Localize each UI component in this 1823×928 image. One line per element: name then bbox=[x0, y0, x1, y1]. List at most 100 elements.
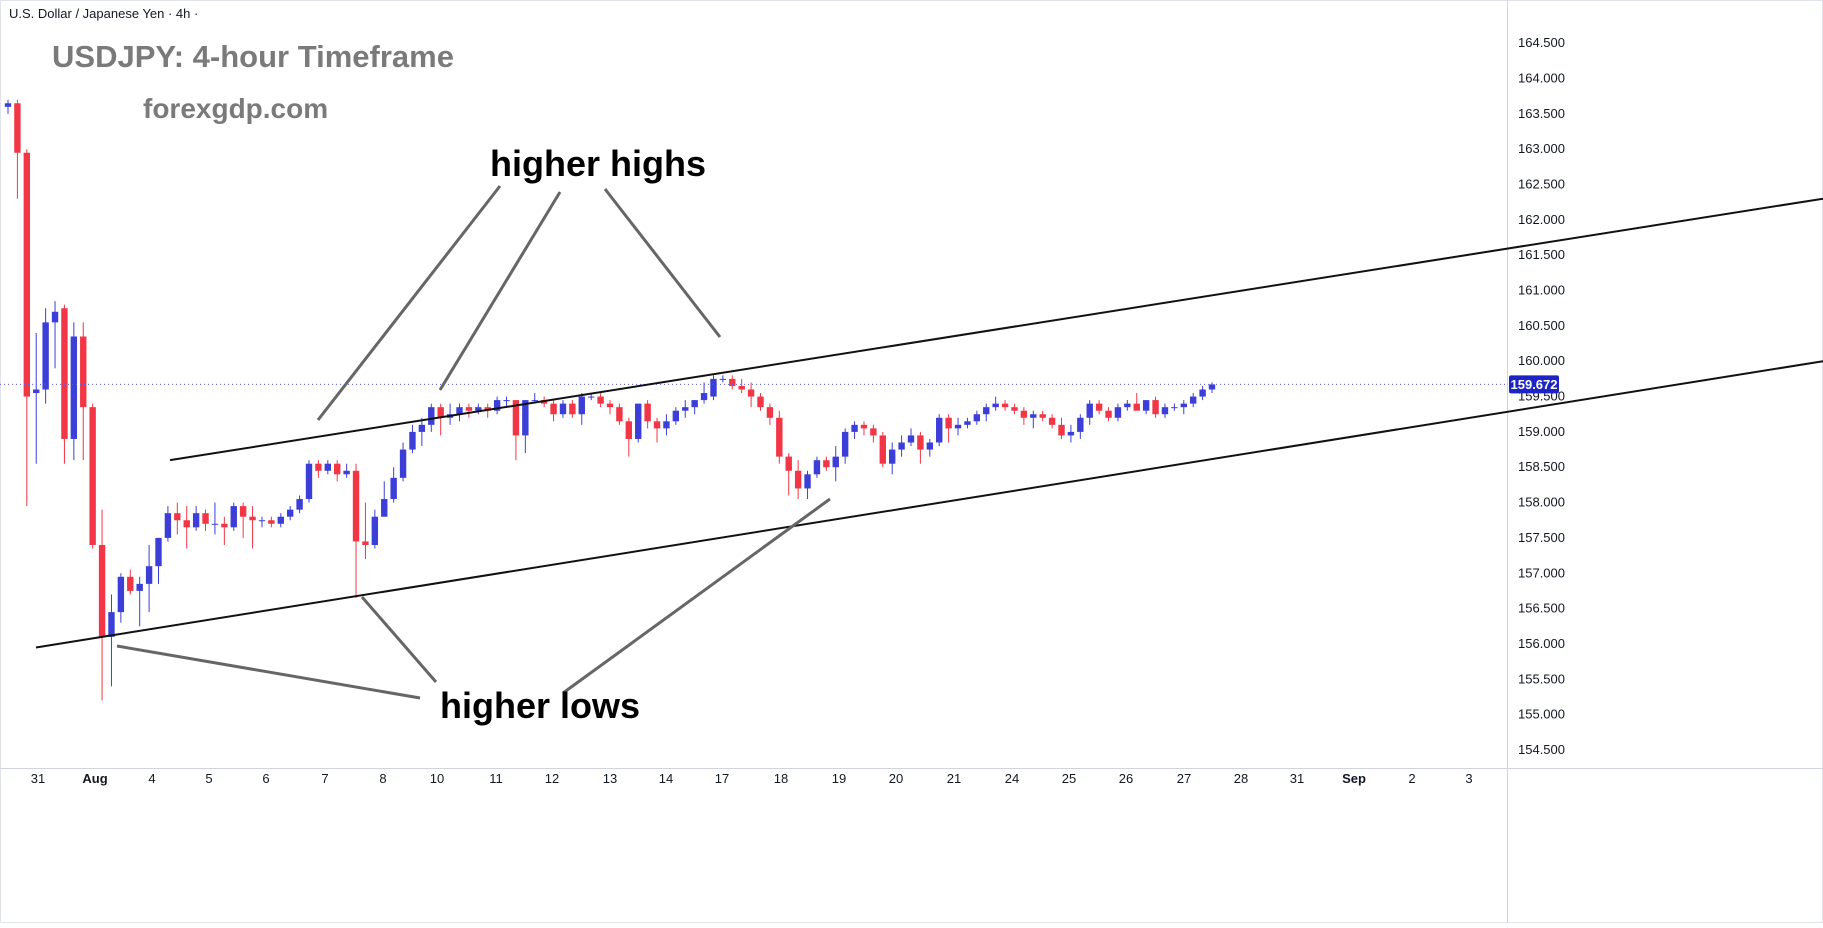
candle[interactable] bbox=[954, 417, 962, 436]
candle[interactable] bbox=[296, 495, 303, 514]
candle[interactable] bbox=[1161, 403, 1169, 418]
candle[interactable] bbox=[973, 410, 981, 425]
candle[interactable] bbox=[1067, 424, 1075, 443]
candle[interactable] bbox=[870, 424, 877, 443]
candle[interactable] bbox=[1171, 403, 1178, 411]
candle[interactable] bbox=[136, 576, 143, 627]
candle[interactable] bbox=[456, 403, 463, 422]
candle[interactable] bbox=[202, 509, 209, 531]
candle[interactable] bbox=[559, 400, 567, 418]
upper-channel-line[interactable] bbox=[169, 197, 1823, 462]
lower-channel-line[interactable] bbox=[35, 360, 1823, 649]
candle[interactable] bbox=[898, 435, 905, 457]
candle[interactable] bbox=[211, 502, 219, 535]
candle[interactable] bbox=[860, 421, 868, 436]
candle[interactable] bbox=[1124, 400, 1131, 411]
candle[interactable] bbox=[305, 460, 313, 503]
time-axis[interactable]: 31 Aug 4 5 6 7 8 10 11 12 13 14 17 18 19 20 21 24 25 26 27 28… bbox=[31, 771, 1473, 786]
candle[interactable] bbox=[42, 308, 49, 404]
candle[interactable] bbox=[475, 403, 482, 415]
candle[interactable] bbox=[1020, 407, 1028, 425]
candle[interactable] bbox=[399, 442, 407, 482]
candle[interactable] bbox=[1133, 393, 1140, 411]
price-axis[interactable]: 164.500 164.000 163.500 163.000 162.500 162.0… bbox=[1518, 35, 1565, 757]
candle[interactable] bbox=[343, 463, 350, 478]
candle[interactable] bbox=[672, 407, 680, 425]
candle[interactable] bbox=[569, 400, 576, 418]
candle[interactable] bbox=[766, 403, 774, 425]
candle[interactable] bbox=[663, 414, 670, 436]
candle[interactable] bbox=[33, 332, 40, 464]
candle[interactable] bbox=[917, 431, 924, 464]
candle[interactable] bbox=[841, 428, 849, 464]
candle[interactable] bbox=[51, 301, 59, 369]
candle[interactable] bbox=[729, 375, 736, 390]
candle[interactable] bbox=[381, 481, 388, 517]
candle[interactable] bbox=[98, 509, 106, 701]
candle[interactable] bbox=[108, 594, 115, 687]
candle[interactable] bbox=[437, 403, 444, 436]
candle[interactable] bbox=[1142, 400, 1150, 415]
candle[interactable] bbox=[1086, 400, 1093, 425]
candle[interactable] bbox=[832, 446, 839, 482]
candle[interactable] bbox=[747, 382, 755, 408]
candle[interactable] bbox=[888, 442, 896, 475]
candle[interactable] bbox=[597, 393, 604, 408]
candle[interactable] bbox=[493, 396, 501, 415]
candle[interactable] bbox=[1105, 407, 1112, 422]
candle[interactable] bbox=[936, 414, 943, 447]
candle[interactable] bbox=[1189, 393, 1197, 408]
candle[interactable] bbox=[249, 506, 256, 549]
candle[interactable] bbox=[785, 453, 792, 496]
candle[interactable] bbox=[700, 382, 708, 404]
candle[interactable] bbox=[1077, 414, 1084, 439]
candle[interactable] bbox=[512, 400, 520, 461]
candle[interactable] bbox=[428, 403, 435, 432]
candle[interactable] bbox=[1114, 403, 1122, 422]
candle[interactable] bbox=[522, 400, 529, 454]
candle[interactable] bbox=[926, 438, 934, 457]
candle[interactable] bbox=[710, 375, 717, 401]
candle[interactable] bbox=[258, 516, 266, 528]
candle[interactable] bbox=[945, 414, 952, 443]
candle[interactable] bbox=[192, 506, 200, 531]
candle[interactable] bbox=[239, 502, 247, 538]
candle[interactable] bbox=[625, 417, 633, 457]
candle[interactable] bbox=[23, 149, 31, 507]
candle[interactable] bbox=[804, 470, 811, 500]
candle[interactable] bbox=[164, 506, 172, 542]
candle[interactable] bbox=[719, 375, 727, 383]
candle[interactable] bbox=[682, 400, 689, 418]
candle[interactable] bbox=[155, 537, 162, 584]
candle[interactable] bbox=[1001, 400, 1009, 411]
candle[interactable] bbox=[1011, 403, 1018, 415]
candle[interactable] bbox=[14, 99, 21, 199]
candle[interactable] bbox=[174, 502, 181, 535]
candle[interactable] bbox=[992, 396, 999, 411]
candle[interactable] bbox=[1039, 410, 1046, 422]
candle[interactable] bbox=[127, 569, 134, 595]
candle[interactable] bbox=[390, 467, 397, 503]
candle[interactable] bbox=[183, 506, 190, 549]
candle[interactable] bbox=[635, 403, 642, 443]
candle[interactable] bbox=[503, 396, 510, 408]
candle[interactable] bbox=[653, 417, 661, 443]
candle[interactable] bbox=[851, 421, 858, 439]
candle[interactable] bbox=[757, 393, 764, 411]
candle[interactable] bbox=[418, 417, 426, 447]
candle[interactable] bbox=[1152, 396, 1159, 418]
candle[interactable] bbox=[1030, 410, 1037, 429]
candle[interactable] bbox=[221, 516, 228, 545]
candle[interactable] bbox=[1058, 417, 1065, 439]
candle[interactable] bbox=[644, 400, 651, 429]
candle[interactable] bbox=[117, 573, 125, 623]
candle[interactable] bbox=[794, 460, 802, 500]
candle[interactable] bbox=[738, 378, 745, 394]
candle[interactable] bbox=[70, 322, 78, 461]
candle[interactable] bbox=[315, 460, 322, 478]
candle[interactable] bbox=[1180, 400, 1187, 415]
candle[interactable] bbox=[1048, 414, 1056, 429]
candle[interactable] bbox=[4, 99, 12, 114]
candle[interactable] bbox=[465, 403, 473, 418]
